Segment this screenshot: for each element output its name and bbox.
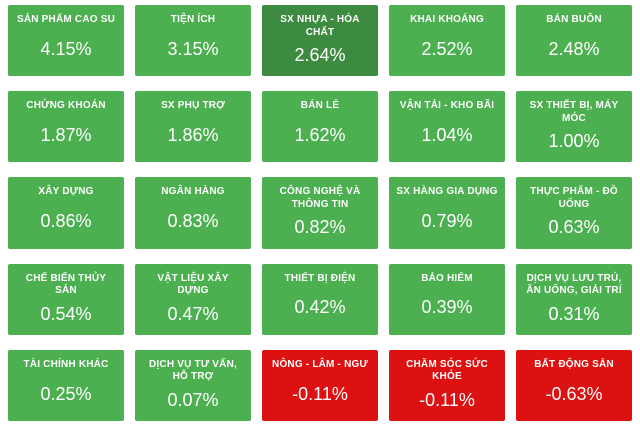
sector-change-value: 3.15% bbox=[167, 38, 219, 59]
sector-change-value: 0.83% bbox=[167, 211, 219, 232]
sector-tile[interactable]: THIẾT BỊ ĐIỆN 0.42% bbox=[262, 263, 378, 335]
sector-tile[interactable]: VẬT LIỆU XÂY DỰNG 0.47% bbox=[135, 263, 251, 335]
sector-change-value: 0.54% bbox=[40, 303, 92, 324]
sector-name: SX NHỰA - HÓA CHẤT bbox=[280, 14, 360, 38]
sector-tile[interactable]: SX NHỰA - HÓA CHẤT 2.64% bbox=[262, 5, 378, 77]
sector-change-value: 1.00% bbox=[548, 131, 600, 152]
sector-change-value: -0.63% bbox=[545, 383, 603, 404]
sector-name: TIỆN ÍCH bbox=[170, 14, 216, 25]
sector-tile[interactable]: DỊCH VỤ LƯU TRÚ, ĂN UỐNG, GIẢI TRÍ 0.31% bbox=[516, 263, 632, 335]
sector-name: KHAI KHOÁNG bbox=[410, 14, 484, 25]
sector-tile[interactable]: CHẾ BIẾN THỦY SẢN 0.54% bbox=[8, 263, 124, 335]
sector-change-value: 2.48% bbox=[548, 38, 600, 59]
sector-name: CHĂM SÓC SỨC KHỎE bbox=[406, 358, 488, 383]
sector-tile[interactable]: CÔNG NGHỆ VÀ THÔNG TIN 0.82% bbox=[262, 177, 378, 249]
sector-tile[interactable]: NÔNG - LÂM - NGƯ -0.11% bbox=[262, 349, 378, 421]
sector-name: DỊCH VỤ LƯU TRÚ, ĂN UỐNG, GIẢI TRÍ bbox=[526, 272, 622, 297]
sector-name: NÔNG - LÂM - NGƯ bbox=[272, 358, 368, 370]
sector-tile[interactable]: TÀI CHÍNH KHÁC 0.25% bbox=[8, 349, 124, 421]
sector-name: TÀI CHÍNH KHÁC bbox=[23, 358, 109, 370]
sector-name: BÁN BUÔN bbox=[546, 14, 602, 25]
sector-change-value: 0.31% bbox=[548, 303, 600, 324]
sector-tile[interactable]: KHAI KHOÁNG 2.52% bbox=[389, 5, 505, 77]
sector-tile[interactable]: BÁN LẺ 1.62% bbox=[262, 91, 378, 163]
sector-name: THỰC PHẨM - ĐỒ UỐNG bbox=[530, 186, 618, 210]
sector-tile[interactable]: THỰC PHẨM - ĐỒ UỐNG 0.63% bbox=[516, 177, 632, 249]
sector-change-value: 0.86% bbox=[40, 211, 92, 232]
sector-name: SX THIẾT BỊ, MÁY MÓC bbox=[529, 100, 619, 124]
sector-tile[interactable]: SẢN PHẨM CAO SU 4.15% bbox=[8, 5, 124, 77]
sector-change-value: 0.39% bbox=[421, 297, 473, 318]
sector-tile[interactable]: NGÂN HÀNG 0.83% bbox=[135, 177, 251, 249]
sector-tile[interactable]: XÂY DỰNG 0.86% bbox=[8, 177, 124, 249]
sector-tile[interactable]: TIỆN ÍCH 3.15% bbox=[135, 5, 251, 77]
sector-name: DỊCH VỤ TƯ VẤN, HỖ TRỢ bbox=[149, 358, 237, 383]
sector-name: CÔNG NGHỆ VÀ THÔNG TIN bbox=[279, 186, 361, 210]
sector-change-value: 0.47% bbox=[167, 303, 219, 324]
sector-change-value: -0.11% bbox=[419, 389, 475, 410]
sector-tile[interactable]: BÁN BUÔN 2.48% bbox=[516, 5, 632, 77]
sector-tile[interactable]: BẤT ĐỘNG SẢN -0.63% bbox=[516, 349, 632, 421]
sector-name: THIẾT BỊ ĐIỆN bbox=[284, 272, 356, 284]
sector-change-value: 0.42% bbox=[294, 297, 346, 318]
sector-change-value: 1.87% bbox=[40, 125, 92, 146]
sector-tile[interactable]: CHĂM SÓC SỨC KHỎE -0.11% bbox=[389, 349, 505, 421]
sector-name: XÂY DỰNG bbox=[38, 186, 94, 198]
sector-change-value: 0.07% bbox=[167, 389, 219, 410]
sector-name: SX PHỤ TRỢ bbox=[161, 100, 225, 112]
sector-name: CHẾ BIẾN THỦY SẢN bbox=[25, 272, 107, 297]
sector-tile[interactable]: CHỨNG KHOÁN 1.87% bbox=[8, 91, 124, 163]
sector-name: BẢO HIỂM bbox=[421, 272, 473, 284]
sector-change-value: 0.63% bbox=[548, 217, 600, 238]
sector-name: VẬN TẢI - KHO BÃI bbox=[399, 100, 495, 112]
sector-tile[interactable]: SX HÀNG GIA DỤNG 0.79% bbox=[389, 177, 505, 249]
sector-change-value: 2.64% bbox=[294, 45, 346, 66]
sector-change-value: -0.11% bbox=[292, 383, 348, 404]
sector-change-value: 1.62% bbox=[294, 125, 346, 146]
sector-name: NGÂN HÀNG bbox=[161, 186, 225, 198]
sector-change-value: 0.79% bbox=[421, 211, 473, 232]
sector-tile[interactable]: VẬN TẢI - KHO BÃI 1.04% bbox=[389, 91, 505, 163]
sector-change-value: 1.04% bbox=[421, 125, 473, 146]
sector-name: CHỨNG KHOÁN bbox=[26, 100, 106, 112]
sector-tile[interactable]: DỊCH VỤ TƯ VẤN, HỖ TRỢ 0.07% bbox=[135, 349, 251, 421]
sector-change-value: 2.52% bbox=[421, 38, 473, 59]
sector-name: BẤT ĐỘNG SẢN bbox=[534, 358, 614, 370]
sector-name: SẢN PHẨM CAO SU bbox=[16, 14, 115, 25]
sector-tile[interactable]: SX PHỤ TRỢ 1.86% bbox=[135, 91, 251, 163]
sector-name: BÁN LẺ bbox=[300, 100, 340, 112]
sector-change-value: 4.15% bbox=[40, 38, 92, 59]
sector-change-value: 0.25% bbox=[40, 383, 92, 404]
sector-name: SX HÀNG GIA DỤNG bbox=[396, 186, 498, 198]
sector-name: VẬT LIỆU XÂY DỰNG bbox=[157, 272, 229, 297]
sector-change-value: 1.86% bbox=[167, 125, 219, 146]
sector-change-value: 0.82% bbox=[294, 217, 346, 238]
sector-tile[interactable]: BẢO HIỂM 0.39% bbox=[389, 263, 505, 335]
sector-tile[interactable]: SX THIẾT BỊ, MÁY MÓC 1.00% bbox=[516, 91, 632, 163]
